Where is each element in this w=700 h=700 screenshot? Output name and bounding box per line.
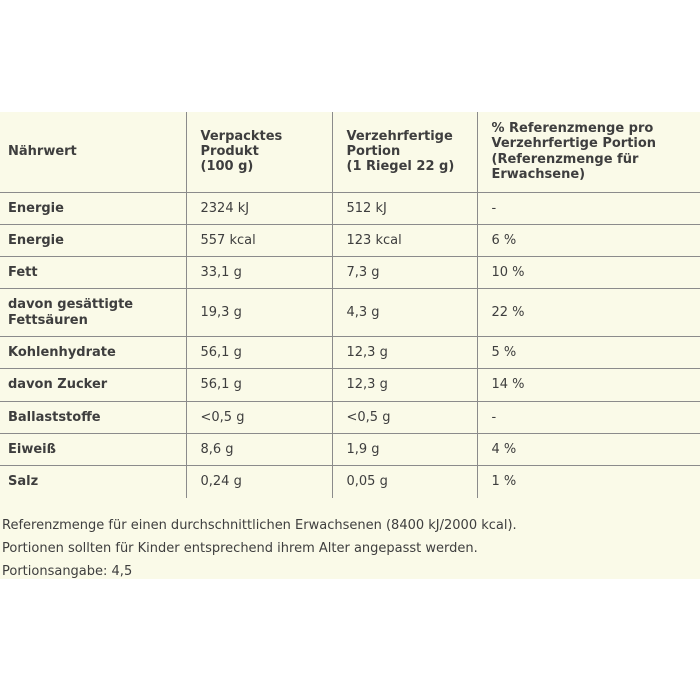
row-label: Energie bbox=[0, 224, 186, 258]
header-row: Nährwert Verpacktes Produkt (100 g) Verz… bbox=[0, 112, 700, 193]
value-reference-percent: 5 % bbox=[476, 336, 700, 370]
value-serving-portion: 512 kJ bbox=[331, 192, 477, 225]
value-serving-portion: 123 kcal bbox=[331, 224, 477, 258]
value-packed-product: 33,1 g bbox=[185, 256, 332, 290]
value-reference-percent: - bbox=[476, 401, 700, 435]
row-label: Ballaststoffe bbox=[0, 401, 186, 435]
value-packed-product: 19,3 g bbox=[185, 288, 332, 338]
value-packed-product: 2324 kJ bbox=[185, 192, 332, 225]
value-packed-product: <0,5 g bbox=[185, 401, 332, 435]
value-serving-portion: 12,3 g bbox=[331, 336, 477, 370]
value-reference-percent: 4 % bbox=[476, 433, 700, 467]
value-serving-portion: 12,3 g bbox=[331, 368, 477, 402]
table-row: Fett 33,1 g 7,3 g 10 % bbox=[0, 256, 700, 290]
nutrition-table-header: Nährwert Verpacktes Produkt (100 g) Verz… bbox=[0, 112, 700, 193]
value-reference-percent: 14 % bbox=[476, 368, 700, 402]
row-label: Kohlenhydrate bbox=[0, 336, 186, 370]
table-row: Energie 557 kcal 123 kcal 6 % bbox=[0, 224, 700, 258]
row-label: davon Zucker bbox=[0, 368, 186, 402]
row-label: Eiweiß bbox=[0, 433, 186, 467]
table-row: Salz 0,24 g 0,05 g 1 % bbox=[0, 465, 700, 498]
column-header-serving-portion: Verzehrfertige Portion (1 Riegel 22 g) bbox=[331, 112, 477, 193]
value-packed-product: 557 kcal bbox=[185, 224, 332, 258]
column-header-packed-product: Verpacktes Produkt (100 g) bbox=[185, 112, 332, 193]
footnote-portion-count: Portionsangabe: 4,5 bbox=[2, 564, 133, 580]
value-reference-percent: - bbox=[476, 192, 700, 225]
value-packed-product: 0,24 g bbox=[185, 465, 332, 498]
row-label: Fett bbox=[0, 256, 186, 290]
value-serving-portion: 7,3 g bbox=[331, 256, 477, 290]
footnote-children-portions: Portionen sollten für Kinder entsprechen… bbox=[2, 541, 478, 557]
table-row: Eiweiß 8,6 g 1,9 g 4 % bbox=[0, 433, 700, 467]
column-header-nutrient: Nährwert bbox=[0, 112, 186, 193]
table-row: Energie 2324 kJ 512 kJ - bbox=[0, 192, 700, 225]
value-serving-portion: 4,3 g bbox=[331, 288, 477, 338]
row-label: Salz bbox=[8, 474, 39, 490]
value-reference-percent: 10 % bbox=[476, 256, 700, 290]
row-label: davon gesättigte Fettsäuren bbox=[0, 288, 186, 338]
row-label: Energie bbox=[0, 192, 186, 225]
value-packed-product: 56,1 g bbox=[185, 336, 332, 370]
value-packed-product: 56,1 g bbox=[185, 368, 332, 402]
value-serving-portion: 1,9 g bbox=[331, 433, 477, 467]
table-row: Kohlenhydrate 56,1 g 12,3 g 5 % bbox=[0, 336, 700, 370]
value-packed-product: 8,6 g bbox=[185, 433, 332, 467]
footnotes: Referenzmenge für einen durchschnittlich… bbox=[0, 498, 700, 580]
column-header-reference-percent: % Referenzmenge pro Verzehrfertige Porti… bbox=[476, 112, 700, 193]
table-row: davon gesättigte Fettsäuren 19,3 g 4,3 g… bbox=[0, 288, 700, 338]
value-reference-percent: 22 % bbox=[476, 288, 700, 338]
value-serving-portion: 0,05 g bbox=[331, 465, 477, 498]
footnote-reference-amount: Referenzmenge für einen durchschnittlich… bbox=[2, 517, 517, 533]
table-row: Ballaststoffe <0,5 g <0,5 g - bbox=[0, 401, 700, 435]
nutrition-panel: Nährwert Verpacktes Produkt (100 g) Verz… bbox=[0, 112, 700, 579]
value-reference-percent: 1 % bbox=[476, 465, 700, 498]
table-row: davon Zucker 56,1 g 12,3 g 14 % bbox=[0, 368, 700, 402]
value-reference-percent: 6 % bbox=[476, 224, 700, 258]
nutrition-table-body: Energie 2324 kJ 512 kJ - Energie 557 kca… bbox=[0, 192, 700, 498]
nutrition-table: Nährwert Verpacktes Produkt (100 g) Verz… bbox=[0, 112, 700, 498]
value-serving-portion: <0,5 g bbox=[331, 401, 477, 435]
